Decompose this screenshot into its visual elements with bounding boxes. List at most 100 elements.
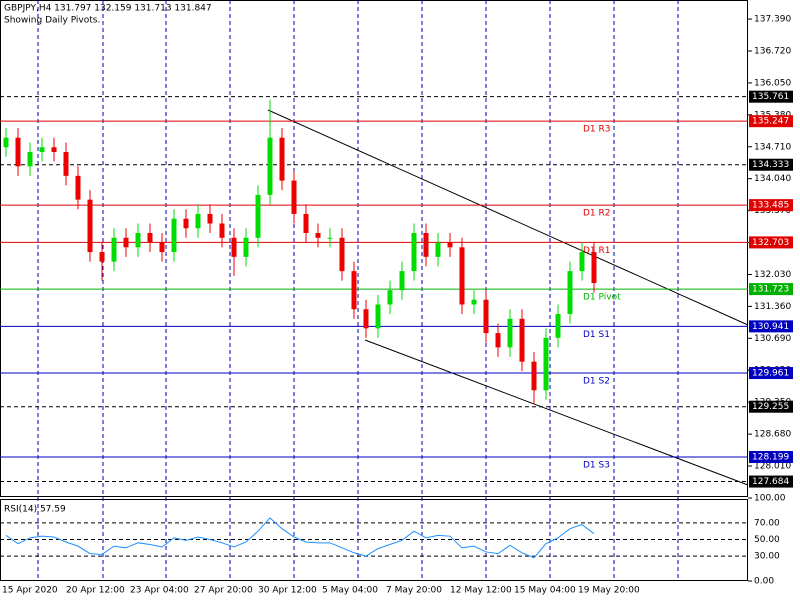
- candle-body: [315, 233, 321, 238]
- level-name: D1 R1: [583, 246, 611, 256]
- candle-body: [531, 361, 537, 391]
- candle-body: [339, 237, 345, 272]
- rsi-title: RSI(14) 57.59: [4, 505, 66, 515]
- level-box: [749, 320, 793, 333]
- chart-subtitle: Showing Daily Pivots.: [4, 16, 100, 26]
- trend-line: [364, 339, 749, 486]
- level-box: [749, 236, 793, 249]
- y-tick-label: 131.360: [754, 302, 791, 312]
- level-name: D1 S3: [583, 461, 610, 471]
- candle-body: [303, 213, 309, 234]
- level-box: [749, 283, 793, 296]
- candle-body: [399, 271, 405, 291]
- y-tick-label: 136.050: [754, 78, 791, 88]
- candle-body: [375, 304, 381, 329]
- level-name: D1 S2: [583, 377, 610, 387]
- candle-body: [171, 218, 177, 253]
- vertical-grid: [37, 0, 679, 581]
- x-tick-label: 19 May 20:00: [578, 586, 640, 596]
- candle-body: [111, 237, 117, 262]
- level-label: 127.684: [752, 477, 789, 487]
- rsi-tick-label: 50.00: [754, 535, 780, 545]
- level-label: 132.703: [752, 238, 789, 248]
- candle-body: [135, 233, 141, 248]
- level-name: D1 R2: [583, 209, 611, 219]
- candle-body: [363, 309, 369, 329]
- chart-title: GBPJPY,H4 131.797 132.159 131.713 131.84…: [4, 4, 212, 14]
- candle-body: [243, 237, 249, 257]
- level-box: [749, 90, 793, 103]
- candle-body: [195, 213, 201, 229]
- candle-body: [519, 318, 525, 362]
- candle-body: [387, 290, 393, 305]
- x-tick-label: 15 Apr 2020: [2, 586, 58, 596]
- candle-body: [459, 247, 465, 305]
- level-label: 130.941: [752, 322, 789, 332]
- candle-body: [207, 213, 213, 224]
- y-tick-label: 134.040: [754, 174, 791, 184]
- candle-body: [579, 252, 585, 272]
- candle-body: [591, 252, 597, 284]
- y-tick-label: 136.720: [754, 46, 791, 56]
- level-box: [749, 199, 793, 212]
- x-tick-label: 23 Apr 04:00: [130, 586, 189, 596]
- y-tick-label: 128.010: [754, 462, 791, 472]
- candle-body: [423, 233, 429, 257]
- y-tick-label: 134.710: [754, 142, 791, 152]
- level-label: 133.485: [752, 201, 789, 211]
- x-tick-label: 12 May 12:00: [450, 586, 512, 596]
- x-tick-label: 30 Apr 12:00: [258, 586, 317, 596]
- candle-body: [99, 252, 105, 262]
- candle-body: [471, 299, 477, 305]
- candle-body: [327, 237, 333, 239]
- candle-body: [555, 314, 561, 338]
- level-label: 129.255: [752, 402, 789, 412]
- candle-body: [63, 152, 69, 176]
- candle-body: [435, 242, 441, 257]
- level-label: 134.333: [752, 160, 789, 170]
- level-label: 131.723: [752, 285, 789, 295]
- rsi-tick-label: 100.00: [754, 494, 786, 504]
- candle-body: [255, 194, 261, 238]
- candle-body: [75, 175, 81, 200]
- candle-body: [495, 333, 501, 348]
- rsi-line: [5, 517, 595, 559]
- y-tick-label: 132.030: [754, 270, 791, 280]
- candle-body: [123, 237, 129, 248]
- x-tick-label: 5 May 04:00: [322, 586, 378, 596]
- candle-body: [543, 337, 549, 391]
- level-label: 129.961: [752, 369, 789, 379]
- level-box: [749, 451, 793, 464]
- candle-body: [267, 137, 273, 195]
- rsi-tick-label: 70.00: [754, 518, 780, 528]
- y-tick-label: 130.690: [754, 334, 791, 344]
- candle-body: [447, 242, 453, 248]
- level-name: D1 R3: [583, 125, 611, 135]
- candle-body: [219, 223, 225, 238]
- rsi-tick-label: 0.00: [754, 577, 774, 587]
- level-box: [749, 158, 793, 171]
- level-name: D1 Pivot: [583, 293, 621, 303]
- y-tick-label: 137.390: [754, 15, 791, 25]
- candle-body: [483, 299, 489, 334]
- level-label: 135.761: [752, 92, 789, 102]
- level-name: D1 S1: [583, 330, 610, 340]
- candle-body: [159, 242, 165, 253]
- candle-body: [15, 137, 21, 167]
- x-tick-label: 7 May 20:00: [386, 586, 442, 596]
- candle-body: [507, 318, 513, 348]
- trend-line: [267, 109, 749, 326]
- level-box: [749, 115, 793, 128]
- rsi-tick-label: 30.00: [754, 552, 780, 562]
- candle-body: [87, 199, 93, 253]
- candle-body: [351, 271, 357, 310]
- candle-body: [147, 233, 153, 243]
- candle-body: [39, 147, 45, 153]
- x-tick-label: 20 Apr 12:00: [66, 586, 125, 596]
- candle-body: [279, 137, 285, 181]
- candle-body: [411, 233, 417, 272]
- candle-body: [231, 237, 237, 257]
- candle-body: [3, 137, 9, 148]
- candle-body: [567, 271, 573, 315]
- level-label: 128.199: [752, 453, 789, 463]
